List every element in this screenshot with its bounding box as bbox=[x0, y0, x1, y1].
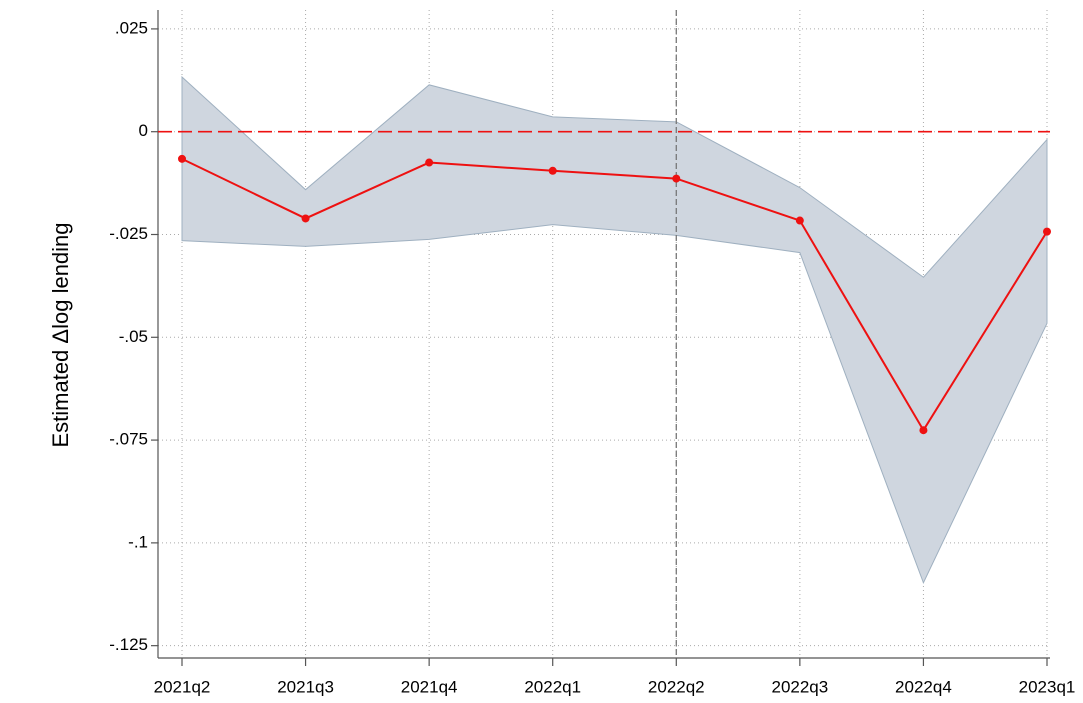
y-tick-label: -.075 bbox=[109, 430, 148, 449]
y-tick-label: -.05 bbox=[119, 327, 148, 346]
y-tick-label: -.1 bbox=[128, 532, 148, 551]
y-tick-label: .025 bbox=[115, 18, 148, 37]
x-tick-label: 2022q2 bbox=[648, 677, 705, 696]
y-tick-label: 0 bbox=[139, 121, 148, 140]
estimate-line bbox=[181, 157, 1048, 433]
y-axis-title: Estimated Δlog lending bbox=[48, 222, 73, 447]
estimate-point bbox=[301, 214, 310, 223]
y-tick-label: -.025 bbox=[109, 224, 148, 243]
estimate-point bbox=[919, 426, 928, 435]
y-tick-label: -.125 bbox=[109, 635, 148, 654]
x-tick-label: 2023q1 bbox=[1019, 677, 1076, 696]
x-tick-label: 2022q4 bbox=[895, 677, 952, 696]
estimate-point bbox=[795, 216, 804, 225]
x-tick-label: 2021q2 bbox=[154, 677, 211, 696]
x-tick-label: 2021q3 bbox=[277, 677, 334, 696]
x-tick-label: 2022q3 bbox=[771, 677, 828, 696]
estimate-point bbox=[178, 154, 186, 163]
estimate-point bbox=[548, 166, 557, 175]
confidence-band bbox=[181, 75, 1048, 585]
x-tick-label: 2022q1 bbox=[524, 677, 581, 696]
x-tick-label: 2021q4 bbox=[401, 677, 458, 696]
estimate-point bbox=[1043, 227, 1051, 236]
estimate-point bbox=[425, 158, 434, 167]
estimate-point bbox=[672, 174, 681, 183]
